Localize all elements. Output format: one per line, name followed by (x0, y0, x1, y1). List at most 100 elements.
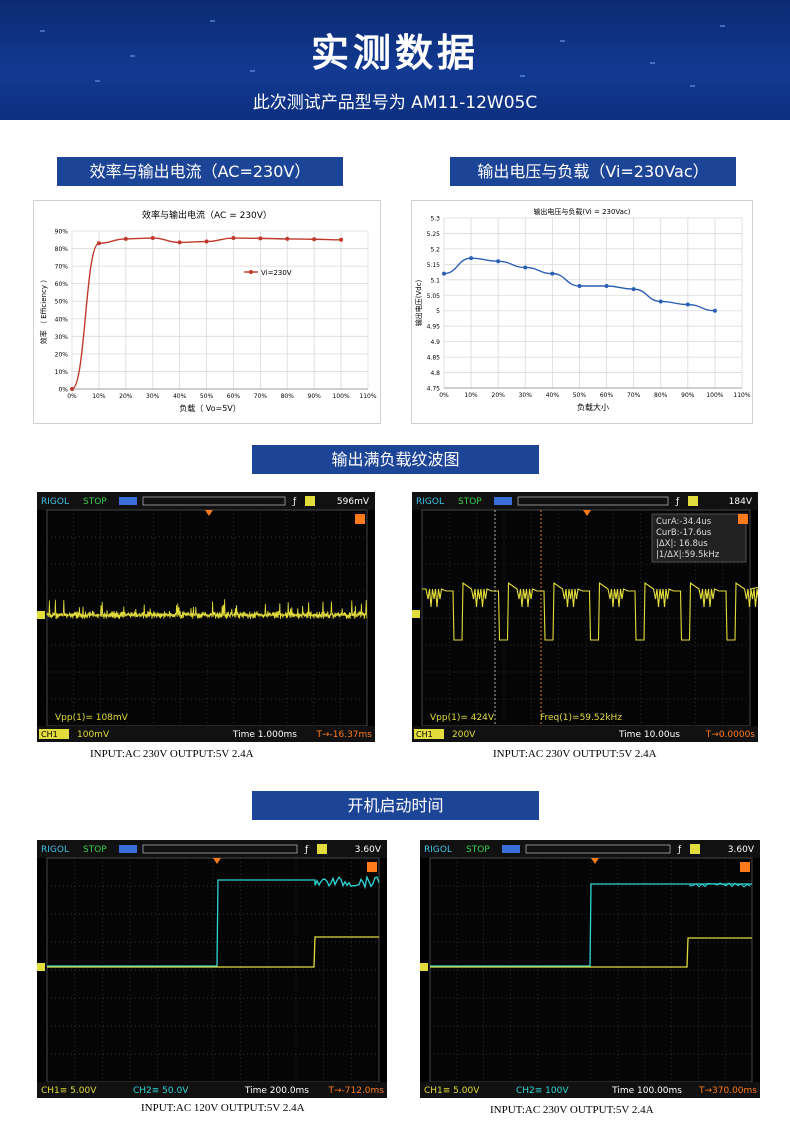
y-tick-label: 90% (55, 229, 69, 236)
trigger-edge-icon: ƒ (677, 845, 682, 855)
ch1-scale: 100mV (77, 730, 110, 740)
scope-bottom-bar (37, 726, 375, 742)
ch1-badge-label: CH1 (41, 730, 58, 739)
ch1-ground-marker (420, 963, 428, 971)
ch1-ground-marker (37, 963, 45, 971)
caption-startup-2: INPUT:AC 230V OUTPUT:5V 2.4A (490, 1104, 654, 1116)
trigger-source-icon (305, 496, 315, 506)
scope-top-bar (37, 840, 387, 858)
y-tick-label: 5 (436, 308, 440, 315)
scope-startup-1: RIGOL STOP ƒ 3.60V CH1≡ 5.00V CH2≡ 50.0V Time … (37, 840, 387, 1098)
x-tick-label: 80% (281, 393, 295, 400)
y-tick-label: 0% (58, 387, 68, 394)
scope-brand: RIGOL (424, 845, 452, 855)
x-tick-label: 110% (359, 393, 376, 400)
data-point (604, 284, 609, 288)
scope-startup-2: RIGOL STOP ƒ 3.60V CH1≡ 5.00V CH2≡ 100V Time 1… (420, 840, 760, 1098)
x-tick-label: 30% (519, 392, 533, 399)
y-tick-label: 80% (55, 246, 69, 253)
scope-brand: RIGOL (41, 845, 69, 855)
trigger-level: 184V (729, 497, 753, 507)
trigger-level: 3.60V (728, 845, 755, 855)
page-subtitle: 此次测试产品型号为 AM11-12W05C (252, 93, 538, 113)
x-tick-label: 0% (67, 393, 77, 400)
page-title: 实测数据 (310, 31, 479, 75)
data-point (231, 236, 236, 241)
trigger-offset: T→-712.0ms (327, 1086, 384, 1096)
ch2-trace (430, 883, 752, 967)
x-tick-label: 20% (492, 392, 506, 399)
scope-memory-bar (517, 496, 669, 506)
scope-state: STOP (83, 845, 107, 855)
trigger-edge-icon: ƒ (304, 845, 309, 855)
trigger-level: 596mV (337, 497, 370, 507)
data-point (631, 287, 636, 292)
scope-bottom-bar (412, 726, 758, 742)
y-tick-label: 5.15 (427, 262, 441, 269)
x-tick-label: 0% (439, 392, 449, 399)
x-tick-label: 60% (227, 393, 241, 400)
time-base: Time 200.0ms (244, 1086, 309, 1096)
trigger-source-icon (690, 844, 700, 854)
y-tick-label: 4.9 (430, 339, 440, 346)
scope-ripple-2-svg: RIGOL STOP ƒ 184V Vpp(1)= 424V Freq(1)=59.52k… (412, 492, 783, 742)
ch1-badge (39, 729, 69, 739)
ch1-trace (46, 599, 368, 620)
time-base: Time 1.000ms (232, 730, 297, 740)
cursor-readout: |ΔX|: 16.8us (656, 539, 708, 549)
x-tick-label: 50% (573, 392, 587, 399)
x-tick-label: 100% (706, 392, 723, 399)
data-point (150, 236, 155, 241)
scope-memory-icon (494, 497, 512, 505)
scope-top-bar (412, 492, 758, 510)
voltage-chart-svg: 输出电压与负载(Vi = 230Vac) 4.75 4.8 4.85 4.9 4.95 5 5… (414, 207, 751, 412)
y-tick-label: 4.8 (430, 370, 440, 377)
y-axis-label: 效率 （ Efficiency ） (39, 276, 48, 344)
trigger-position-marker (583, 510, 591, 516)
trigger-position-marker (591, 858, 599, 864)
scope-memory-bar (142, 496, 286, 506)
scope-bottom-bar (420, 1082, 760, 1098)
data-point (312, 237, 317, 242)
cursor-readout: CurA:-34.4us (656, 517, 712, 527)
cursor-readout: |1/ΔX|:59.5kHz (656, 550, 720, 560)
scope-bottom-bar (37, 1082, 387, 1098)
scope-brand: RIGOL (41, 497, 69, 507)
data-point (204, 239, 209, 244)
trigger-level-marker (740, 862, 750, 872)
data-point (177, 240, 182, 245)
scope-startup-2-svg: RIGOL STOP ƒ 3.60V CH1≡ 5.00V CH2≡ 100V Time 1… (420, 840, 760, 1098)
ch1-trace (430, 937, 752, 968)
scope-brand: RIGOL (416, 497, 444, 507)
scope-memory-icon (119, 845, 137, 853)
x-tick-label: 30% (146, 393, 160, 400)
legend-label: Vi=230V (261, 269, 292, 277)
trigger-source-icon (688, 496, 698, 506)
x-tick-label: 10% (464, 392, 478, 399)
x-tick-label: 80% (654, 392, 668, 399)
scope-ripple-1-svg: RIGOL STOP ƒ 596mV Vpp(1)= 108mV CH1 100mV Time… (37, 492, 375, 742)
ch1-badge-label: CH1 (416, 730, 433, 739)
header-banner: 实测数据 此次测试产品型号为 AM11-12W05C (0, 0, 790, 120)
y-tick-label: 4.85 (427, 355, 441, 362)
trigger-offset: T→-16.37ms (315, 730, 372, 740)
x-tick-label: 70% (254, 393, 268, 400)
data-point (442, 271, 446, 276)
y-tick-label: 30% (55, 334, 69, 341)
scope-memory-bar (142, 844, 298, 854)
scope-memory-icon (502, 845, 520, 853)
data-point (469, 256, 474, 261)
ch2-scale: CH2≡ 50.0V (133, 1086, 189, 1096)
ch2-trace-ripple (689, 882, 751, 888)
scope-state: STOP (458, 497, 482, 507)
trigger-source-icon (317, 844, 327, 854)
data-point (96, 241, 101, 246)
efficiency-chart: 效率与输出电流（AC = 230V） 0% 10% 20% 30% 40% 50% 60% 70… (33, 200, 381, 424)
data-point (658, 299, 663, 304)
section-efficiency: 效率与输出电流（AC=230V） (57, 157, 343, 186)
ch1-scale: 200V (452, 730, 476, 740)
x-tick-label: 40% (546, 392, 560, 399)
x-tick-label: 110% (733, 392, 750, 399)
trigger-offset: T→370.00ms (698, 1086, 757, 1096)
chart-title: 效率与输出电流（AC = 230V） (142, 209, 272, 221)
